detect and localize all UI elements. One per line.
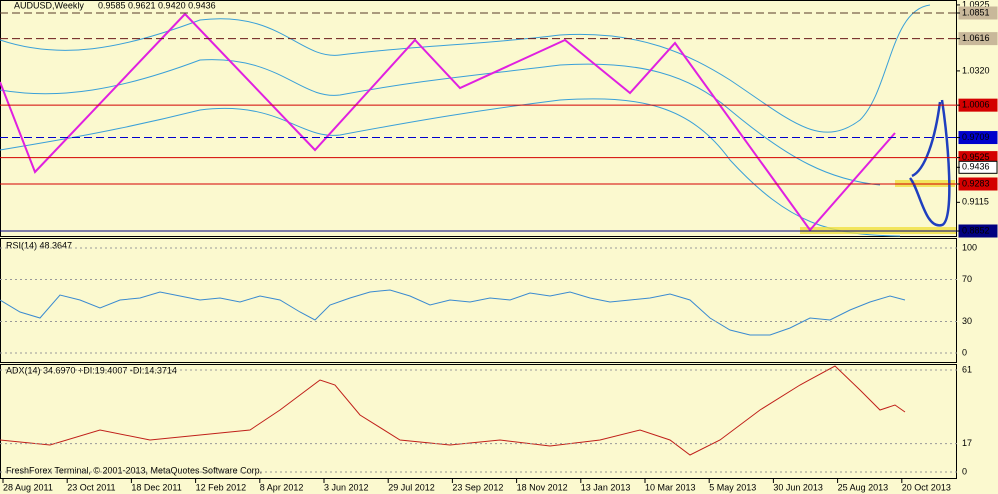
symbol: AUDUSD,Weekly (14, 0, 84, 10)
price-label: 0.9525 (962, 152, 990, 162)
date-label: 30 Jun 2013 (773, 482, 823, 492)
date-label: 20 Oct 2013 (902, 482, 951, 492)
bollinger-middle (0, 59, 881, 186)
date-label: 10 Mar 2013 (645, 482, 696, 492)
date-label: 18 Dec 2011 (131, 482, 181, 492)
adx-panel (0, 364, 957, 479)
date-label: 23 Sep 2012 (452, 482, 503, 492)
price-label: 0.8852 (962, 225, 990, 235)
date-label: 12 Feb 2012 (196, 482, 247, 492)
date-label: 13 Jan 2013 (581, 482, 631, 492)
y-tick-label: 100 (962, 242, 977, 252)
price-panel (0, 0, 957, 237)
bollinger-lower (0, 98, 901, 237)
price-label: 1.0616 (962, 33, 990, 43)
rsi-line (0, 289, 906, 336)
date-label: 8 Apr 2012 (260, 482, 304, 492)
rsi-title: RSI(14) 48.3647 (6, 240, 72, 250)
price-label: 0.9115 (962, 197, 989, 207)
price-label: 1.0320 (962, 65, 990, 75)
date-label: 29 Jul 2012 (388, 482, 435, 492)
y-tick-label: 17 (962, 438, 972, 448)
y-tick-label: 0 (962, 466, 967, 476)
bollinger-upper (0, 4, 931, 133)
adx-line (0, 365, 906, 456)
price-label: 1.0006 (962, 100, 990, 110)
date-label: 25 Aug 2013 (838, 482, 889, 492)
date-label: 28 Aug 2011 (3, 482, 53, 492)
date-label: 18 Nov 2012 (517, 482, 568, 492)
price-label: 1.0925 (962, 0, 990, 9)
y-tick-label: 70 (962, 274, 972, 284)
date-label: 23 Oct 2011 (67, 482, 115, 492)
highlight (800, 227, 956, 234)
drawn-arrow (911, 101, 942, 178)
footer: FreshForex Terminal, © 2001-2013, MetaQu… (6, 465, 262, 475)
price-label: 0.9283 (962, 178, 990, 188)
y-tick-label: 30 (962, 316, 972, 326)
y-tick-label: 61 (962, 364, 972, 374)
zigzag (0, 12, 896, 232)
price-label: 0.9436 (962, 162, 990, 172)
date-label: 3 Jun 2012 (324, 482, 369, 492)
price-label: 1.0851 (962, 7, 990, 17)
ohlc: 0.9585 0.9621 0.9420 0.9436 (98, 0, 216, 10)
drawn-arrow (908, 99, 951, 227)
date-label: 5 May 2013 (709, 482, 756, 492)
price-label: 0.9709 (962, 132, 990, 142)
y-tick-label: 0 (962, 347, 967, 357)
